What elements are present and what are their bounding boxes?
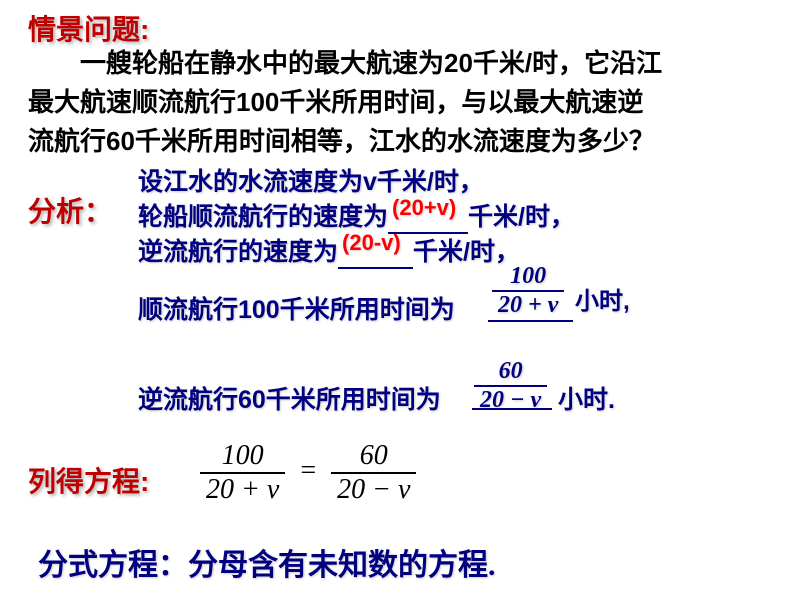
problem-line1: 一艘轮船在静水中的最大航速为20千米/时，它沿江 <box>28 44 662 83</box>
a2-pre: 轮船顺流航行的速度为 <box>138 203 388 231</box>
analysis-label: 分析： <box>28 190 112 230</box>
a3-pre: 逆流航行的速度为 <box>138 238 338 266</box>
eq-equals: = <box>292 455 324 486</box>
equation-label: 列得方程: <box>28 460 149 500</box>
a5-post: 小时. <box>558 386 615 414</box>
frac1: 100 20 + v <box>492 263 564 319</box>
a5-pre: 逆流航行60千米所用时间为 <box>138 386 441 414</box>
eq-den1: 20 + v <box>200 474 285 506</box>
eq-num1: 100 <box>200 440 285 474</box>
a5-post-container: 小时. <box>558 380 615 416</box>
analysis-line5-frac: 60 20 − v <box>470 358 551 414</box>
a1-post: 千米/时， <box>377 168 484 196</box>
a3-post: 千米/时， <box>413 238 520 266</box>
scenario-title: 情景问题: <box>28 8 149 48</box>
eq-den2: 20 − v <box>331 474 416 506</box>
a4-pre: 顺流航行100千米所用时间为 <box>138 296 455 324</box>
problem-line2: 最大航速顺流航行100千米所用时间，与以最大航速逆 <box>28 83 643 122</box>
problem-line3: 流航行60千米所用时间相等，江水的水流速度为多少？ <box>28 122 655 161</box>
blank-underline-2 <box>472 408 552 410</box>
a3-answer: (20-v) <box>342 230 401 255</box>
frac1-den: 20 + v <box>492 292 564 319</box>
eq-frac1: 100 20 + v <box>200 440 285 506</box>
definition: 分式方程：分母含有未知数的方程. <box>38 540 496 584</box>
frac1-num: 100 <box>492 263 564 292</box>
a1-var: v <box>363 168 377 196</box>
blank-underline-1 <box>488 320 573 322</box>
analysis-line4-frac: 100 20 + v 小时, <box>488 263 630 319</box>
a1-pre: 设江水的水流速度为 <box>138 168 363 196</box>
analysis-line4: 顺流航行100千米所用时间为 <box>138 290 455 326</box>
eq-num2: 60 <box>331 440 416 474</box>
a2-post: 千米/时， <box>468 203 575 231</box>
analysis-line3: 逆流航行的速度为(20-v) 千米/时， <box>138 232 520 269</box>
eq-frac2: 60 20 − v <box>331 440 416 506</box>
equation: 100 20 + v = 60 20 − v <box>200 440 416 506</box>
analysis-line2: 轮船顺流航行的速度为(20+v) 千米/时， <box>138 197 575 234</box>
a2-answer: (20+v) <box>392 195 456 220</box>
a4-post: 小时, <box>575 288 630 315</box>
frac2: 60 20 − v <box>474 358 547 414</box>
frac2-num: 60 <box>474 358 547 387</box>
analysis-line1: 设江水的水流速度为v千米/时， <box>138 162 484 198</box>
analysis-line5: 逆流航行60千米所用时间为 <box>138 380 441 416</box>
